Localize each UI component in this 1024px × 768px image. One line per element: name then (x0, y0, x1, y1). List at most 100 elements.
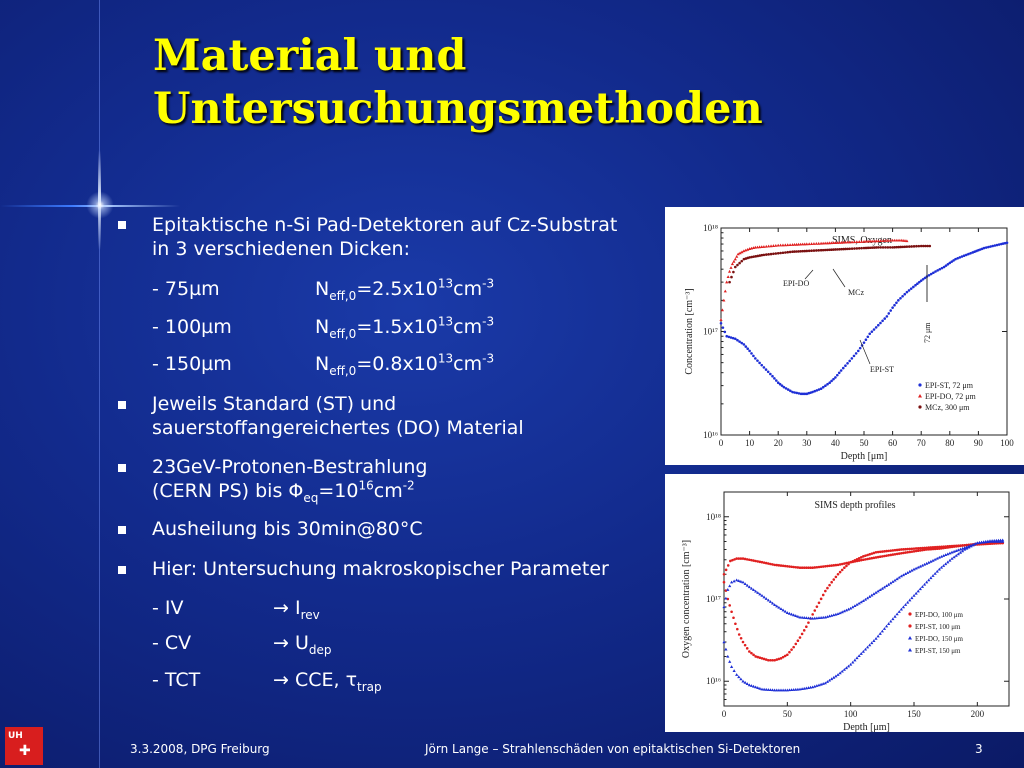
data-point (789, 389, 792, 393)
method-label: - CV (152, 632, 192, 654)
data-point (728, 584, 732, 588)
data-point (728, 280, 731, 284)
data-point (860, 240, 864, 243)
data-point (870, 641, 874, 645)
data-point (771, 658, 774, 662)
data-point (862, 341, 866, 344)
data-point (786, 250, 790, 254)
data-point (743, 582, 747, 586)
data-point (752, 354, 755, 358)
data-point (882, 627, 887, 630)
data-point (819, 248, 823, 252)
data-point (724, 596, 728, 600)
data-point (897, 245, 901, 249)
data-point (792, 613, 796, 617)
data-point (849, 606, 853, 610)
data-point (764, 597, 768, 600)
y-tick-label: 10¹⁶ (703, 430, 718, 440)
data-point (748, 256, 751, 259)
data-point (815, 605, 819, 608)
data-point (807, 566, 810, 570)
data-point (778, 243, 783, 247)
data-point (799, 249, 802, 253)
data-point (741, 679, 745, 683)
data-point (762, 245, 766, 248)
data-point (783, 609, 787, 613)
data-point (904, 547, 907, 551)
data-point (895, 238, 899, 242)
data-point (779, 657, 783, 660)
data-point (895, 548, 899, 552)
data-point (819, 387, 823, 391)
data-point (803, 249, 807, 253)
data-point (938, 545, 941, 549)
data-point (754, 357, 757, 360)
data-point (732, 579, 736, 583)
data-point (791, 390, 794, 394)
data-point (805, 625, 808, 629)
data-point (781, 608, 785, 612)
data-point (935, 569, 939, 573)
y-tick-label: 10¹⁷ (703, 327, 718, 337)
data-point (774, 379, 778, 382)
data-point (758, 254, 762, 257)
data-point (927, 578, 931, 582)
data-point (811, 613, 814, 616)
data-point (773, 377, 776, 380)
footer-date: 3.3.2008, DPG Freiburg (130, 742, 270, 756)
data-point (948, 544, 952, 548)
data-point (865, 645, 870, 649)
data-point (795, 250, 798, 253)
data-point (936, 269, 939, 272)
data-point (811, 390, 814, 394)
data-point (719, 318, 723, 321)
data-point (863, 597, 868, 601)
square-bullet-icon (118, 566, 126, 574)
data-point (919, 279, 923, 282)
annotation-pointer (832, 268, 846, 288)
method-result: → Irev (273, 597, 320, 622)
data-point (876, 589, 880, 593)
data-point (774, 252, 778, 255)
data-point (883, 317, 887, 320)
data-point (903, 572, 908, 575)
data-point (971, 543, 975, 547)
data-point (922, 582, 927, 586)
data-point (738, 251, 742, 255)
data-point (914, 549, 918, 553)
x-tick-label: 150 (907, 709, 921, 719)
data-point (881, 550, 884, 553)
data-point (859, 652, 863, 655)
data-point (851, 605, 855, 609)
data-point (756, 655, 760, 659)
data-point (838, 671, 842, 675)
data-point (910, 596, 914, 600)
footer-author-title: Jörn Lange – Strahlenschäden von epitakt… (425, 742, 801, 756)
data-point (750, 352, 753, 355)
data-point (914, 591, 918, 595)
data-point (902, 551, 905, 555)
data-point (737, 557, 741, 560)
data-point (758, 361, 761, 365)
data-point (740, 250, 744, 254)
data-point (743, 557, 747, 561)
data-point (726, 588, 730, 591)
data-point (802, 616, 806, 619)
data-point (821, 565, 825, 568)
data-point (785, 611, 789, 614)
data-point (815, 249, 818, 252)
data-point (794, 614, 798, 617)
data-point (734, 337, 737, 341)
x-tick-label: 100 (1000, 438, 1014, 448)
data-point (887, 549, 890, 553)
data-point (739, 557, 743, 560)
data-point (888, 246, 892, 249)
data-point (853, 658, 857, 662)
data-point (776, 243, 780, 247)
data-point (924, 244, 927, 248)
data-point (790, 648, 793, 651)
data-point (857, 654, 861, 658)
data-point (909, 287, 913, 290)
data-point (859, 558, 863, 562)
data-point (997, 243, 1001, 246)
